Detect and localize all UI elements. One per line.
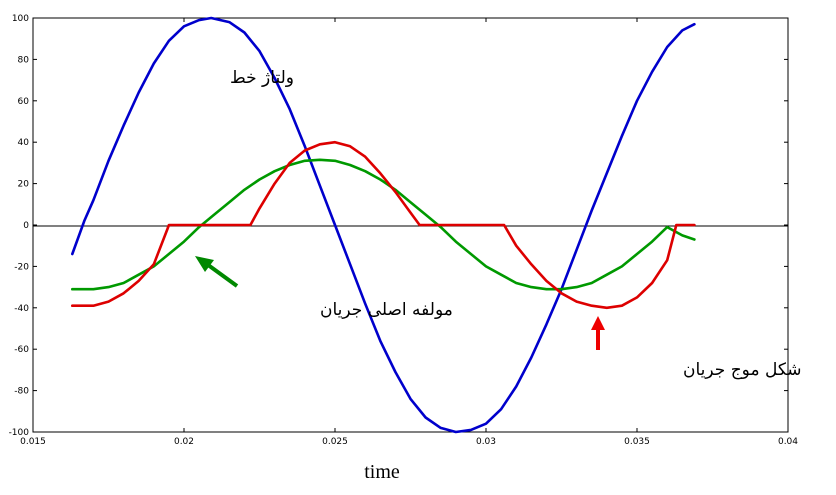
y-tick-label: 20 bbox=[18, 180, 30, 190]
x-axis-label: time bbox=[364, 461, 400, 483]
annotation-fundamental-current: مولفه اصلی جریان bbox=[320, 300, 453, 320]
y-tick-label: -60 bbox=[14, 345, 29, 355]
x-tick-label: 0.03 bbox=[476, 437, 496, 447]
y-tick-label: -40 bbox=[14, 304, 29, 314]
annotation-current-waveform: شکل موج جریان bbox=[683, 360, 801, 380]
y-tick-label: -80 bbox=[14, 387, 29, 397]
y-tick-label: 100 bbox=[12, 14, 29, 24]
y-tick-label: 40 bbox=[18, 138, 30, 148]
y-tick-label: 0 bbox=[23, 221, 29, 231]
y-tick-label: -100 bbox=[9, 428, 30, 438]
annotation-line-voltage: ولتاژ خط bbox=[230, 68, 294, 88]
x-tick-label: 0.035 bbox=[624, 437, 650, 447]
y-tick-label: 60 bbox=[18, 97, 30, 107]
x-tick-label: 0.02 bbox=[174, 437, 194, 447]
x-tick-label: 0.025 bbox=[322, 437, 348, 447]
y-tick-label: 80 bbox=[18, 55, 30, 65]
x-tick-label: 0.015 bbox=[20, 437, 46, 447]
y-tick-label: -20 bbox=[14, 262, 29, 272]
x-tick-label: 0.04 bbox=[778, 437, 798, 447]
